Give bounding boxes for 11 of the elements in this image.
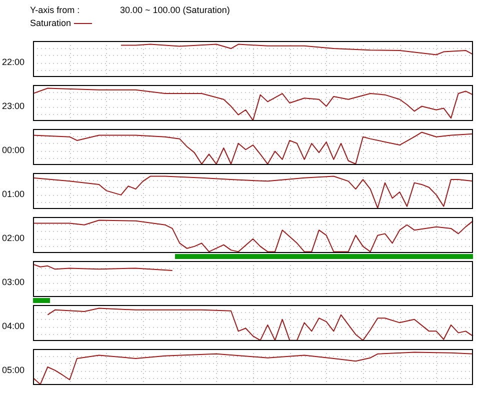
y-axis-title: 22:00	[2, 57, 25, 67]
y-axis-title: 02:00	[2, 233, 25, 243]
y-axis-title: 04:00	[2, 321, 25, 331]
y-axis-title: 23:00	[2, 101, 25, 111]
y-axis-title: 03:00	[2, 277, 25, 287]
y-axis-title: 00:00	[2, 145, 25, 155]
chart-title: Y-axis from :	[30, 5, 80, 15]
y-axis-title: 05:00	[2, 365, 25, 375]
legend-label: Saturation	[30, 18, 72, 28]
y-axis-title: 01:00	[2, 189, 25, 199]
chart-subtitle: 30.00 ~ 100.00 (Saturation)	[120, 5, 230, 15]
